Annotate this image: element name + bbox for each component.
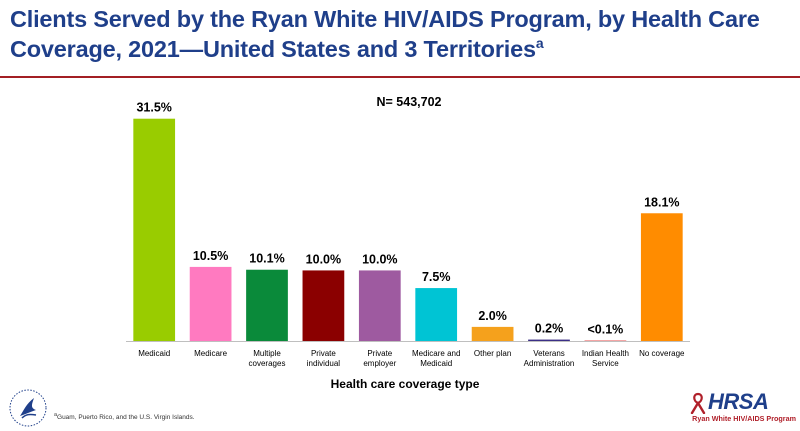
- category-label-6: Medicare and Medicaid: [412, 349, 460, 368]
- value-label-4: 10.0%: [306, 252, 341, 266]
- value-label-7: 2.0%: [478, 309, 507, 323]
- page-title: Clients Served by the Ryan White HIV/AID…: [10, 4, 790, 64]
- bar-2: [189, 266, 232, 341]
- category-label-1-line-1: Medicaid: [138, 349, 170, 358]
- bar-1: [133, 118, 176, 341]
- category-label-3: Multiple coverages: [249, 349, 286, 368]
- category-label-8-line-2: Administration: [524, 359, 575, 368]
- sample-size-annotation: N= 543,702: [377, 95, 442, 109]
- bar-4: [302, 270, 345, 341]
- bar-7: [471, 326, 514, 341]
- category-label-9-line-2: Service: [592, 359, 619, 368]
- value-label-3: 10.1%: [249, 252, 284, 266]
- title-line-1: Clients Served by the Ryan White HIV/AID…: [10, 6, 760, 32]
- bar-8: [528, 339, 570, 341]
- title-line-2: Coverage, 2021—United States and 3 Terri…: [10, 36, 536, 62]
- category-label-3-line-2: coverages: [249, 359, 286, 368]
- category-label-2-line-1: Medicare: [194, 349, 227, 358]
- category-label-4-line-2: individual: [307, 359, 341, 368]
- category-label-7: Other plan: [474, 349, 511, 358]
- hrsa-logo: HRSA Ryan White HIV/AIDS Program: [688, 390, 796, 428]
- category-label-10-line-1: No coverage: [639, 349, 685, 358]
- bar-10: [640, 213, 683, 341]
- category-label-9: Indian Health Service: [582, 349, 629, 368]
- category-label-2: Medicare: [194, 349, 227, 358]
- category-label-3-line-1: Multiple: [253, 349, 281, 358]
- x-axis-title: Health care coverage type: [331, 377, 480, 391]
- value-label-8: 0.2%: [535, 322, 564, 336]
- footnote-text: Guam, Puerto Rico, and the U.S. Virgin I…: [57, 414, 195, 422]
- value-label-9: <0.1%: [588, 323, 624, 337]
- category-label-9-line-1: Indian Health: [582, 349, 629, 358]
- value-label-10: 18.1%: [644, 195, 679, 209]
- value-label-2: 10.5%: [193, 249, 228, 263]
- category-label-7-line-1: Other plan: [474, 349, 511, 358]
- title-superscript: a: [535, 35, 544, 52]
- category-label-10: No coverage: [639, 349, 685, 358]
- category-labels-group: Medicaid Medicare Multiple coverages Private…: [138, 349, 685, 368]
- category-label-5: Private employer: [363, 349, 396, 368]
- value-label-6: 7.5%: [422, 270, 451, 284]
- category-label-4: Private individual: [307, 349, 341, 368]
- bars-group: [133, 118, 683, 341]
- category-label-4-line-1: Private: [311, 349, 336, 358]
- category-label-8: Veterans Administration: [524, 349, 575, 368]
- category-label-1: Medicaid: [138, 349, 170, 358]
- value-label-5: 10.0%: [362, 252, 397, 266]
- title-divider: [0, 76, 800, 78]
- category-label-6-line-2: Medicaid: [420, 359, 452, 368]
- hrsa-wordmark: HRSA: [708, 389, 769, 414]
- bar-6: [415, 288, 458, 341]
- category-label-8-line-1: Veterans: [533, 349, 565, 358]
- category-label-6-line-1: Medicare and: [412, 349, 460, 358]
- category-label-5-line-2: employer: [363, 359, 396, 368]
- hrsa-program-name: Ryan White HIV/AIDS Program: [692, 414, 796, 423]
- bar-5: [358, 270, 401, 341]
- footnote: aGuam, Puerto Rico, and the U.S. Virgin …: [54, 412, 195, 421]
- category-label-5-line-1: Private: [367, 349, 392, 358]
- footnote-marker: a: [54, 412, 58, 418]
- bar-3: [246, 269, 288, 341]
- value-label-1: 31.5%: [136, 101, 171, 115]
- hhs-eagle-seal-icon: [9, 389, 47, 427]
- value-labels-group: 31.5% 10.5% 10.1% 10.0% 10.0% 7.5% 2.0% 0.2% <0.…: [136, 101, 679, 337]
- red-ribbon-icon: [690, 392, 706, 414]
